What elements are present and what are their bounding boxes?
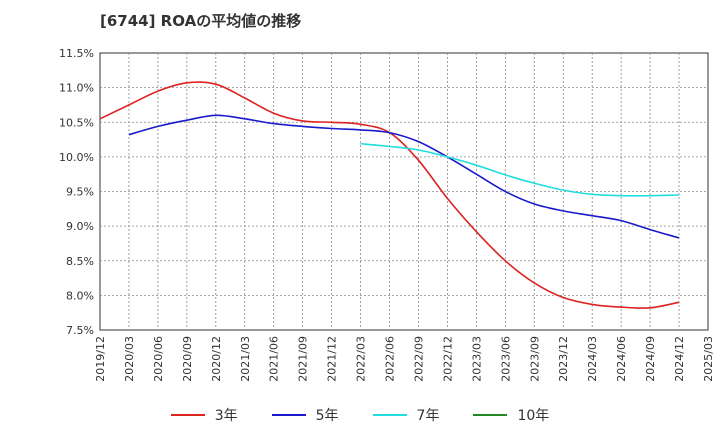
- y-tick-label: 7.5%: [66, 324, 94, 337]
- x-tick-label: 2023/03: [470, 336, 483, 382]
- legend-label: 7年: [416, 408, 440, 424]
- x-tick-label: 2021/12: [326, 336, 339, 382]
- x-tick-label: 2024/06: [615, 336, 628, 382]
- x-tick-label: 2020/06: [152, 336, 165, 382]
- legend-label: 10年: [517, 408, 550, 424]
- x-tick-label: 2021/03: [239, 336, 252, 382]
- legend-swatch: [271, 414, 306, 416]
- y-tick-label: 8.0%: [66, 289, 94, 302]
- x-tick-label: 2021/06: [268, 336, 281, 382]
- x-tick-label: 2022/06: [384, 336, 397, 382]
- legend-swatch: [170, 414, 205, 416]
- legend: 3年 5年 7年 10年: [0, 400, 720, 430]
- x-tick-label: 2023/12: [557, 336, 570, 382]
- x-tick-label: 2024/03: [586, 336, 599, 382]
- x-tick-label: 2025/03: [702, 336, 715, 382]
- y-tick-label: 8.5%: [66, 255, 94, 268]
- chart-title: [6744] ROAの平均値の推移: [100, 12, 302, 30]
- grid-layer: [99, 52, 709, 331]
- legend-label: 3年: [214, 408, 238, 424]
- series-line-3: [360, 142, 680, 197]
- x-tick-label: 2020/12: [210, 336, 223, 382]
- x-tick-label: 2020/09: [181, 336, 194, 382]
- y-tick-label: 11.5%: [59, 47, 94, 60]
- series-layer: [99, 81, 680, 309]
- x-tick-label: 2019/12: [94, 336, 107, 382]
- y-tick-label: 10.5%: [59, 116, 94, 129]
- y-tick-label: 9.0%: [66, 220, 94, 233]
- x-tick-label: 2022/09: [412, 336, 425, 382]
- series-line-2: [128, 114, 680, 239]
- x-tick-label: 2022/12: [441, 336, 454, 382]
- x-tick-label: 2022/03: [355, 336, 368, 382]
- x-tick-label: 2023/06: [499, 336, 512, 382]
- legend-swatch: [473, 414, 508, 416]
- x-tick-label: 2020/03: [123, 336, 136, 382]
- legend-item-2: 5年: [271, 405, 339, 425]
- axis-layer: 7.5% 8.0% 8.5% 9.0% 9.5% 10.0% 10.5% 11.0% 11.5%…: [59, 47, 715, 382]
- legend-item-4: 10年: [473, 405, 549, 425]
- legend-swatch: [372, 414, 407, 416]
- y-tick-label: 10.0%: [59, 151, 94, 164]
- x-tick-label: 2024/09: [644, 336, 657, 382]
- legend-label: 5年: [315, 408, 339, 424]
- x-tick-label: 2024/12: [673, 336, 686, 382]
- legend-item-3: 7年: [372, 405, 440, 425]
- y-tick-label: 11.0%: [59, 82, 94, 95]
- y-tick-label: 9.5%: [66, 186, 94, 199]
- x-tick-label: 2023/09: [528, 336, 541, 382]
- legend-item-1: 3年: [170, 405, 238, 425]
- x-tick-label: 2021/09: [297, 336, 310, 382]
